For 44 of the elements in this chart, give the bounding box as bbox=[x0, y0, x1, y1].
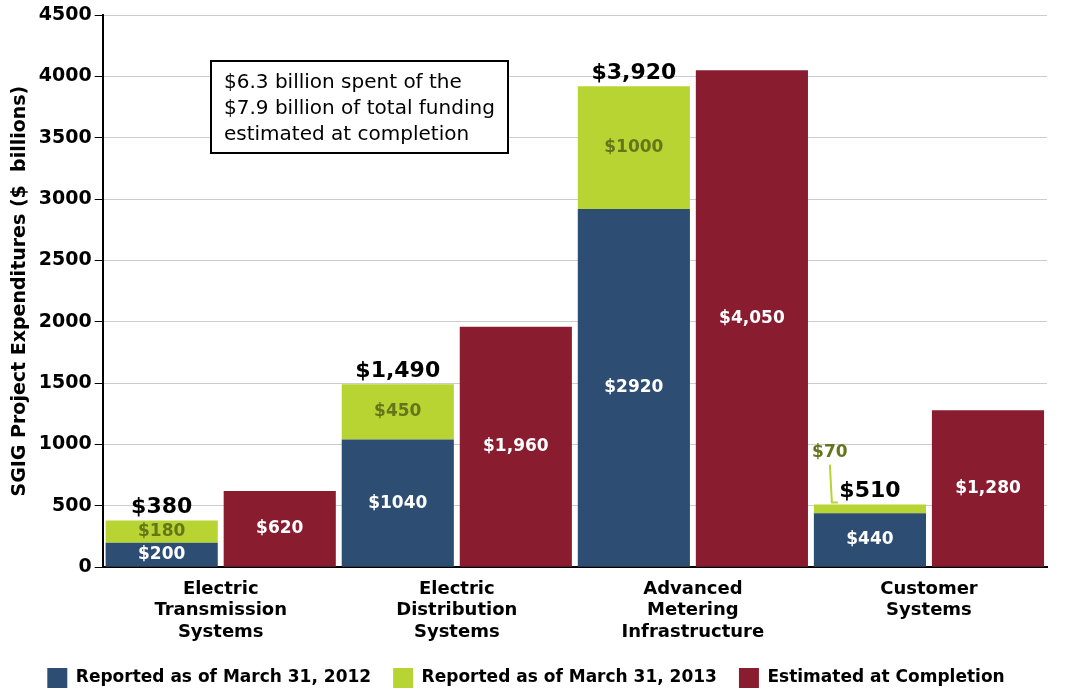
legend-label: Estimated at Completion bbox=[767, 666, 1005, 687]
x-tick-label: Electric Transmission Systems bbox=[154, 576, 287, 641]
data-label: $1040 bbox=[368, 491, 428, 512]
bar bbox=[577, 208, 690, 567]
total-label: $1,490 bbox=[355, 357, 441, 383]
total-label: $3,920 bbox=[591, 58, 677, 84]
x-tick-label: Advanced Metering Infrastructure bbox=[621, 576, 765, 641]
bar bbox=[577, 86, 690, 209]
data-label: $70 bbox=[812, 441, 848, 462]
bar bbox=[459, 326, 572, 567]
data-label: $1000 bbox=[604, 135, 664, 156]
bar bbox=[341, 439, 454, 567]
y-tick-label: 3000 bbox=[38, 186, 92, 208]
bar bbox=[341, 384, 454, 440]
data-label: $440 bbox=[846, 528, 894, 549]
bar bbox=[223, 491, 336, 567]
data-label: $4,050 bbox=[719, 306, 785, 327]
total-label: $510 bbox=[839, 477, 901, 503]
data-label: $200 bbox=[138, 543, 186, 564]
y-tick-label: 500 bbox=[52, 492, 92, 515]
y-tick-label: 4000 bbox=[38, 63, 92, 86]
data-label: $450 bbox=[374, 400, 422, 421]
annotation: $6.3 billion spent of the $7.9 billion of total funding estimated at completion bbox=[210, 60, 509, 154]
legend-label: Reported as of March 31, 2013 bbox=[421, 666, 717, 687]
y-tick-label: 1500 bbox=[38, 370, 92, 393]
bar bbox=[931, 410, 1045, 567]
y-tick-label: 2000 bbox=[38, 308, 92, 331]
x-tick-label: Customer Systems bbox=[880, 576, 978, 620]
y-tick-label: 0 bbox=[78, 554, 92, 577]
y-tick-label: 4500 bbox=[38, 1, 92, 24]
y-tick-label: 2500 bbox=[38, 247, 92, 270]
data-label: $180 bbox=[138, 520, 186, 541]
x-tick-label: Electric Distribution Systems bbox=[396, 576, 518, 641]
total-label: $380 bbox=[131, 493, 193, 519]
data-label: $1,280 bbox=[955, 476, 1021, 497]
legend-label: Reported as of March 31, 2012 bbox=[75, 666, 372, 687]
data-label: $620 bbox=[256, 517, 304, 538]
data-label: $1,960 bbox=[483, 435, 549, 456]
bar bbox=[695, 70, 808, 567]
y-tick-label: 1000 bbox=[38, 431, 92, 454]
bar bbox=[813, 513, 927, 567]
data-label: $2920 bbox=[604, 376, 664, 397]
y-axis-title: SGIG Project Expenditures ($ billions) bbox=[7, 85, 30, 497]
y-tick-label: 3500 bbox=[38, 124, 92, 147]
